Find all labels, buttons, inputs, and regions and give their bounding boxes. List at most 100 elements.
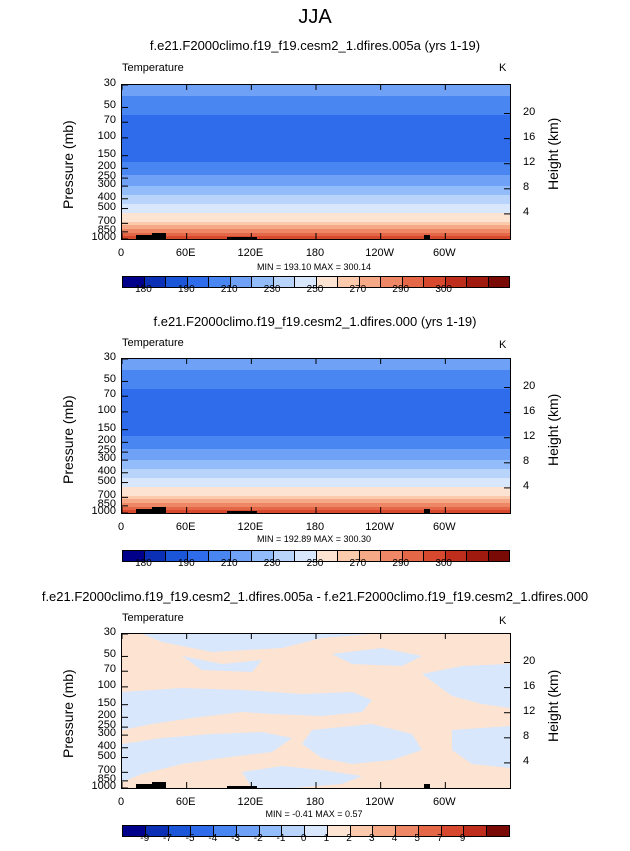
field-negative-patch: [452, 726, 510, 768]
field-band: [122, 190, 510, 192]
field-band: [122, 105, 510, 107]
field-band: [122, 127, 510, 129]
field-band: [122, 392, 510, 394]
field-band: [122, 379, 510, 381]
field-band: [122, 174, 510, 176]
colorbar-cell: [338, 277, 360, 287]
field-band: [122, 166, 510, 168]
field-band: [122, 193, 510, 195]
field-band: [122, 143, 510, 145]
x-tick-label: 180: [305, 796, 325, 808]
colorbar-label: -5: [185, 833, 195, 844]
colorbar-cell: [191, 826, 215, 836]
field-band: [122, 209, 510, 211]
field-band: [122, 377, 510, 379]
y-tick-label: 1000: [91, 505, 116, 517]
field-band: [122, 226, 510, 228]
field-band: [122, 199, 510, 201]
field-band: [122, 168, 510, 170]
field-band: [122, 145, 510, 147]
y-tick-label: 70: [103, 388, 116, 401]
panel-3-minmax: MIN = -0.41 MAX = 0.57: [265, 809, 363, 819]
y2-tick-label: 20: [523, 379, 536, 392]
x-tick-label: 60W: [433, 796, 456, 808]
y-tick-label: 100: [97, 129, 116, 142]
colorbar-cell: [381, 551, 403, 561]
y-tick-label: 400: [97, 464, 116, 477]
colorbar-label: 250: [306, 284, 324, 295]
y-tick-label: 850: [97, 497, 116, 510]
y-tick-label: 50: [103, 648, 116, 661]
field-band: [122, 396, 510, 398]
colorbar-cell: [488, 277, 509, 287]
field-band: [122, 161, 510, 163]
y-tick-label: 300: [97, 727, 116, 740]
colorbar-cell: [338, 551, 360, 561]
field-band: [122, 468, 510, 470]
field-band: [122, 117, 510, 119]
panel-2-title: f.e21.F2000climo.f19_f19.cesm2_1.dfires.…: [153, 314, 477, 329]
field-band: [122, 401, 510, 403]
colorbar-cell: [273, 277, 295, 287]
field-band: [122, 94, 510, 96]
field-band: [122, 158, 510, 160]
field-band: [122, 462, 510, 464]
field-band: [122, 176, 510, 178]
colorbar-label: 5: [414, 833, 420, 844]
field-band: [122, 449, 510, 451]
colorbar-label: 300: [435, 558, 452, 569]
field-band: [122, 132, 510, 134]
field-band: [122, 494, 510, 496]
colorbar-label: 270: [349, 284, 367, 295]
colorbar-cell: [487, 826, 510, 836]
field-band: [122, 189, 510, 191]
field-band: [122, 502, 510, 504]
y2-tick-label: 8: [523, 180, 530, 193]
field-negative-patch: [122, 688, 372, 730]
colorbar-cell: [252, 277, 274, 287]
field-band: [122, 408, 510, 410]
panel-2-heatmap: [122, 359, 510, 513]
field-band: [122, 179, 510, 181]
field-negative-patch: [122, 732, 292, 782]
field-band: [122, 97, 510, 99]
field-band: [122, 146, 510, 148]
field-band: [122, 92, 510, 94]
y2-tick-label: 20: [523, 105, 536, 118]
field-band: [122, 221, 510, 223]
colorbar-cell: [123, 826, 146, 836]
field-band: [122, 460, 510, 462]
field-band: [122, 411, 510, 413]
topography: [227, 237, 257, 239]
colorbar-cell: [464, 826, 488, 836]
field-band: [122, 463, 510, 465]
panel-1-ylabel-right: Height (km): [545, 117, 561, 190]
colorbar-cell: [273, 551, 295, 561]
y-tick-label: 300: [97, 178, 116, 191]
field-band: [122, 499, 510, 501]
field-band: [122, 220, 510, 222]
panel-3-heatmap: [122, 634, 510, 788]
colorbar-cell: [424, 277, 446, 287]
field-band: [122, 134, 510, 136]
colorbar-label: 210: [220, 284, 238, 295]
colorbar-label: 190: [177, 558, 195, 569]
field-band: [122, 100, 510, 102]
field-band: [122, 160, 510, 162]
y-tick-label: 1000: [91, 780, 116, 792]
field-band: [122, 180, 510, 182]
y-tick-label: 50: [103, 99, 116, 112]
field-band: [122, 472, 510, 474]
field-band: [122, 126, 510, 128]
y-tick-label: 100: [97, 403, 116, 416]
field-band: [122, 402, 510, 404]
field-band: [122, 210, 510, 212]
field-band: [122, 405, 510, 407]
field-band: [122, 420, 510, 422]
field-band: [122, 133, 510, 135]
field-band: [122, 424, 510, 426]
field-band: [122, 192, 510, 194]
field-band: [122, 187, 510, 189]
field-band: [122, 114, 510, 116]
colorbar-label: 3: [368, 833, 375, 844]
